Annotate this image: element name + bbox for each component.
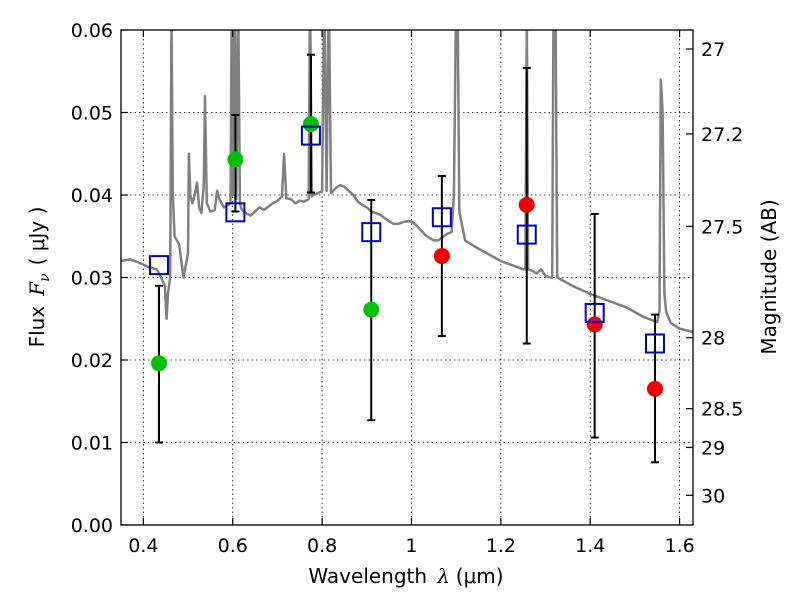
x-tick-label-6: 1.6 [664,535,694,557]
y-axis-label-text: Flux [25,306,49,348]
model-square-0 [148,255,169,276]
model-square-3 [361,222,382,243]
x-tick-label-0: 0.4 [128,535,158,557]
y-tick-label-0: 0.00 [71,515,113,537]
y-axis-label: Flux Fν ( μJy ) [25,207,53,348]
model-square-6 [584,302,605,323]
x-axis-label-symbol: λ [436,564,450,588]
y2-tick-label-6: 30 [701,485,725,507]
model-square-5 [516,224,537,245]
y2-tick-label-2: 27.5 [701,216,743,238]
model-square-1 [225,202,246,223]
x-tick-label-2: 0.8 [307,535,337,557]
model-square-7 [645,333,666,354]
y2-tick-label-4: 28.5 [701,399,743,421]
y2-tick-label-5: 29 [701,437,725,459]
model-square-4 [431,207,452,228]
y2-tick-label-3: 28 [701,328,725,350]
red-dots-point-3 [647,380,664,397]
x-axis-label: Wavelength λ (μm) [308,564,503,588]
green-dots-point-2 [302,116,319,133]
y-axis-label-unit: ( μJy ) [25,207,49,266]
y-tick-label-2: 0.02 [71,350,113,372]
y-tick-label-1: 0.01 [71,433,113,455]
x-tick-label-5: 1.4 [575,535,605,557]
red-dots-point-2 [586,316,603,333]
x-tick-label-3: 1 [405,535,417,557]
y-axis-label-symbol: F [25,281,49,297]
x-axis-label-unit: (μm) [456,564,504,588]
model-spectrum-line [121,30,693,334]
y2-tick-label-0: 27 [701,39,725,61]
spectrum-layer [121,30,693,334]
red-dots-point-0 [433,248,450,265]
y-axis-label-sub: ν [37,273,53,282]
x-axis-label-text: Wavelength [308,564,427,588]
model-square-2 [300,125,321,146]
x-tick-label-1: 0.6 [218,535,248,557]
grid [121,29,693,526]
y2-axis-label: Magnitude (AB) [757,199,781,354]
green-dots-point-3 [363,301,380,318]
axes-layer: 0.4 0.6 0.8 1 1.2 1.4 1.6 0.00 0.01 0.02 0.03 0.04 0… [71,20,744,557]
y2-tick-label-1: 27.2 [701,124,743,146]
red-dots-point-1 [518,196,535,213]
y-tick-label-3: 0.03 [71,268,113,290]
dots-layer [150,116,664,397]
y-tick-label-4: 0.04 [71,185,113,207]
green-dots-point-0 [150,355,167,372]
y-tick-label-6: 0.06 [71,20,113,42]
x-tick-label-4: 1.2 [486,535,516,557]
y-tick-label-5: 0.05 [71,103,113,125]
squares-layer [148,125,666,354]
green-dots-point-1 [227,151,244,168]
